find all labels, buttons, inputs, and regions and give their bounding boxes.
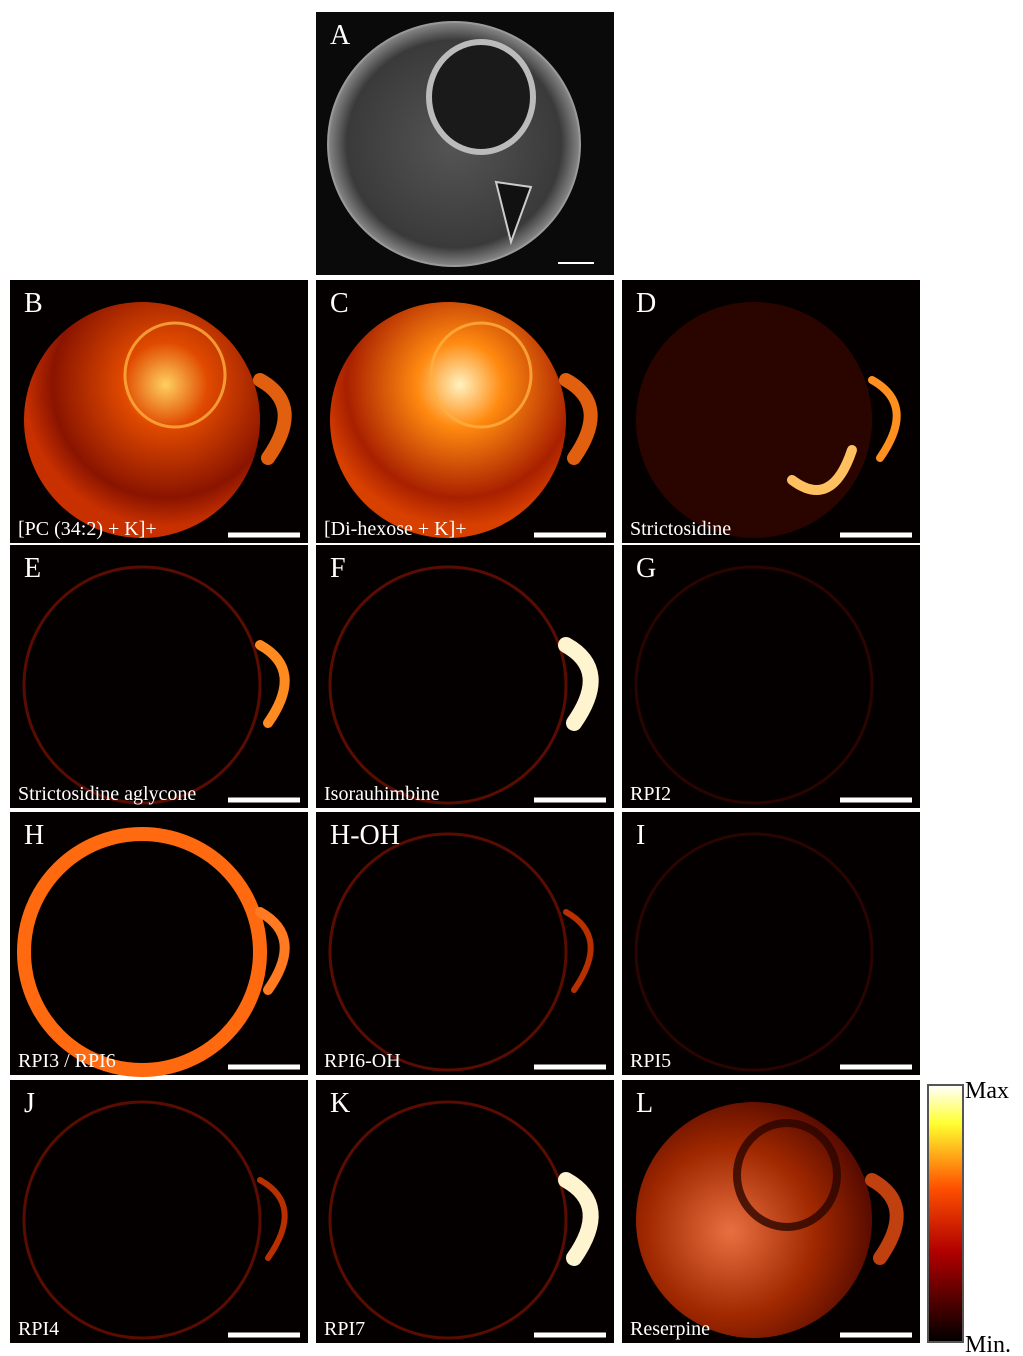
panel: C [Di-hexose + K]+ [316,280,614,543]
panel: K RPI7 [316,1080,614,1343]
panel-image [316,545,614,808]
colorbar-min: Min. [965,1332,1011,1356]
panel: F Isorauhimbine [316,545,614,808]
panel: D Strictosidine [622,280,920,543]
panel: J RPI4 [10,1080,308,1343]
colorbar-max: Max [965,1078,1009,1104]
panel-label: [Di-hexose + K]+ [324,518,467,540]
panel: G RPI2 [622,545,920,808]
panel-label: RPI7 [324,1318,365,1340]
panel-letter: F [330,553,346,584]
panel-label: Strictosidine aglycone [18,783,196,805]
panel-letter: D [636,288,656,319]
panel-letter: B [24,288,43,319]
panel-image [316,812,614,1075]
panel-image [10,1080,308,1343]
panel: L Reserpine [622,1080,920,1343]
panel-letter: J [24,1088,35,1119]
panel: B [PC (34:2) + K]+ [10,280,308,543]
panel-letter: K [330,1088,350,1119]
panel-image [622,812,920,1075]
tissue-signal [636,302,872,538]
panel: E Strictosidine aglycone [10,545,308,808]
panel-label: Isorauhimbine [324,783,440,805]
panel-image [316,1080,614,1343]
panel-letter: A [330,20,351,51]
colorbar [928,1085,963,1342]
panel-image [10,545,308,808]
figure: A B [PC (34:2) + K]+ C [Di-hexose + K]+ D Stri… [0,0,1023,1356]
panel-label: RPI3 / RPI6 [18,1050,116,1072]
cavity [429,42,533,152]
panel-label: RPI4 [18,1318,59,1340]
panel: I RPI5 [622,812,920,1075]
panel-letter: C [330,288,349,319]
panel-label: RPI5 [630,1050,671,1072]
panel-letter: G [636,553,656,584]
panel-image [622,545,920,808]
panel-letter: E [24,553,41,584]
panels: A B [PC (34:2) + K]+ C [Di-hexose + K]+ D Stri… [10,12,920,1343]
panel-label: [PC (34:2) + K]+ [18,518,157,540]
panel-label: Reserpine [630,1318,710,1340]
panel: H RPI3 / RPI6 [10,812,308,1075]
panel-label: Strictosidine [630,518,731,540]
panel-label: RPI2 [630,783,671,805]
panel: A [316,12,614,275]
panel-letter: H [24,820,44,851]
panel-letter: L [636,1088,653,1119]
panel-letter: H-OH [330,820,400,851]
panel-letter: I [636,820,645,851]
panel-label: RPI6-OH [324,1050,401,1072]
panel: H-OH RPI6-OH [316,812,614,1075]
